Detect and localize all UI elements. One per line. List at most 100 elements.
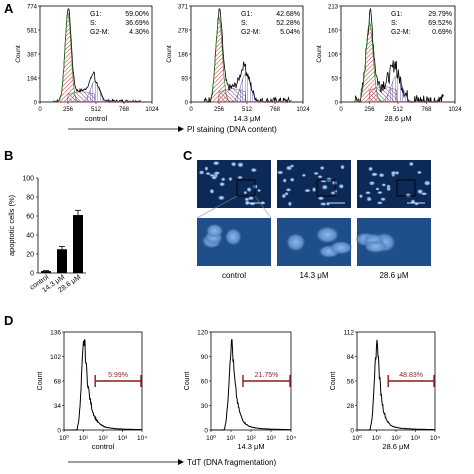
histogram-line (203, 8, 292, 104)
nucleus (243, 190, 248, 195)
nucleus (368, 181, 376, 185)
panel-d-histograms: 0 34 68 102 136 10⁰ 10¹ 10² 10³ 10⁴ Count control 5.… (37, 330, 440, 452)
nucleus (371, 172, 378, 177)
x-tick-label: 10⁴ (286, 435, 296, 442)
x-tick-label: 0 (339, 107, 343, 113)
y-tick-label: 136 (50, 330, 61, 337)
y-tick-label: 80 (26, 195, 34, 202)
phase-name: G1: (90, 11, 101, 18)
nucleus (423, 180, 431, 186)
x-tick-label: 512 (91, 107, 102, 113)
nucleus (250, 167, 258, 173)
phase-name: S: (90, 20, 97, 27)
nucleus (237, 162, 244, 168)
y-tick-label: 20 (26, 252, 34, 259)
zoom-guide (196, 195, 238, 219)
y-axis-label: Count (15, 45, 22, 63)
nucleus (284, 192, 289, 196)
x-tick-label: 10² (98, 435, 108, 442)
nucleus (212, 160, 220, 166)
nucleus (301, 173, 307, 177)
phase-name: G1: (391, 11, 402, 18)
histogram-line (354, 7, 444, 104)
y-tick-label: 194 (27, 77, 38, 83)
nucleus (364, 191, 372, 195)
y-tick-label: 0 (350, 428, 354, 435)
panel-d-label: D (4, 313, 13, 328)
panel-a-label: A (4, 1, 14, 16)
y-axis-label: Count (37, 372, 44, 391)
panel-b-label: B (4, 148, 13, 163)
nucleus (282, 178, 287, 183)
x-tick-label: 10² (246, 435, 256, 442)
phase-value: 36.69% (125, 20, 149, 27)
x-tick-label: 10⁰ (352, 434, 362, 442)
x-tick-label: 0 (189, 107, 193, 113)
nucleus (220, 177, 226, 182)
nucleus (313, 171, 319, 176)
phase-value: 5.04% (280, 29, 300, 36)
phase-value: 59.00% (125, 11, 149, 18)
bar (41, 271, 51, 273)
nucleus (321, 184, 328, 190)
x-tick-label: 512 (242, 107, 253, 113)
nucleus-zoomed (205, 223, 224, 238)
nucleus (211, 175, 218, 180)
condition-label: 28.6 μM (382, 442, 409, 451)
zoom-box (316, 179, 336, 197)
panel-a-histograms: 0 194 387 581 774 0 256 512 768 1024 Count control G… (15, 5, 462, 124)
nucleus (386, 187, 392, 192)
x-tick-label: 1024 (448, 107, 462, 113)
nucleus (304, 188, 311, 193)
y-tick-label: 30 (201, 403, 209, 410)
x-tick-label: 10¹ (372, 435, 382, 442)
x-tick-label: 512 (393, 107, 404, 113)
nucleus (368, 166, 374, 172)
y-tick-label: 56 (347, 379, 355, 386)
y-tick-label: 40 (26, 233, 34, 240)
x-tick-label: 10³ (118, 435, 128, 442)
nucleus (228, 176, 233, 182)
y-tick-label: 34 (54, 403, 62, 410)
nucleus (317, 175, 323, 179)
nucleus (246, 187, 252, 193)
y-axis-label: apoptotic cells (%) (7, 194, 16, 256)
nucleus (380, 197, 386, 202)
nucleus (276, 170, 284, 175)
x-tick-label: 768 (119, 107, 130, 113)
x-tick-label: 10³ (266, 435, 276, 442)
panel-c-label: C (183, 148, 193, 163)
x-tick-label: 256 (364, 107, 375, 113)
nucleus (237, 175, 244, 180)
x-tick-label: 10² (391, 435, 401, 442)
x-tick-label: 256 (214, 107, 225, 113)
phase-value: 29.79% (428, 11, 452, 18)
fit-curve (204, 17, 292, 102)
gate-percent: 21.75% (255, 372, 279, 379)
x-tick-label: 10¹ (79, 435, 89, 442)
nucleus (257, 188, 262, 193)
phase-name: G2-M: (241, 29, 261, 36)
y-tick-label: 68 (54, 379, 62, 386)
y-tick-label: 0 (185, 101, 189, 107)
nucleus (366, 196, 372, 202)
x-tick-label: 10³ (411, 435, 421, 442)
nucleus (394, 170, 400, 175)
nucleus (405, 193, 412, 198)
gate-percent: 48.83% (399, 372, 423, 379)
y-tick-label: 120 (197, 330, 208, 337)
nucleus (376, 201, 384, 205)
bar (73, 215, 83, 273)
x-tick-label: 10⁰ (206, 434, 216, 442)
phase-name: G2-M: (90, 29, 110, 36)
nucleus-zoomed (329, 241, 353, 255)
phase-value: 52.28% (276, 20, 300, 27)
condition-label: 14.3 μM (233, 114, 260, 123)
micrograph-overview (197, 160, 271, 208)
y-tick-label: 28 (347, 403, 355, 410)
nucleus (340, 164, 345, 170)
y-tick-label: 774 (27, 5, 38, 11)
nucleus (285, 188, 292, 192)
